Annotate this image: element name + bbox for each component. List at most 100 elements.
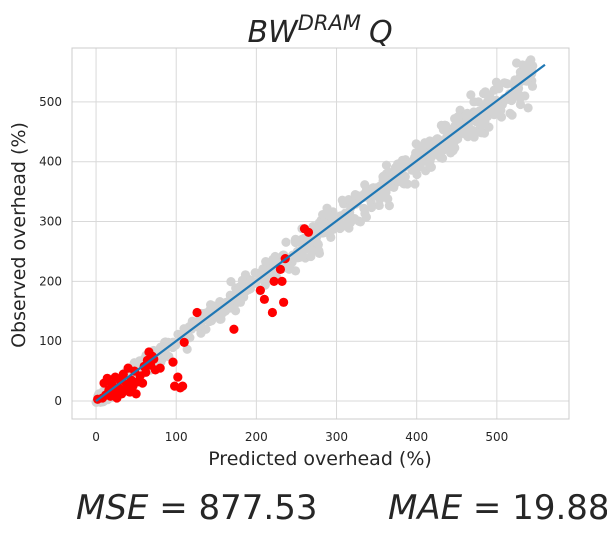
- test-point: [229, 324, 239, 334]
- train-point: [337, 195, 347, 205]
- train-point: [381, 160, 392, 170]
- train-point: [281, 237, 291, 247]
- train-point: [515, 93, 525, 104]
- fit-line: [95, 63, 546, 402]
- train-point: [491, 77, 502, 87]
- test-point: [303, 227, 314, 237]
- test-point: [155, 363, 165, 373]
- train-point: [424, 158, 434, 168]
- train-point: [378, 172, 388, 182]
- train-point: [194, 316, 204, 326]
- train-point: [412, 169, 422, 180]
- test-point: [255, 285, 265, 295]
- train-point: [527, 81, 538, 91]
- x-axis-label: Predicted overhead (%): [208, 448, 432, 470]
- train-point: [421, 138, 431, 149]
- train-point: [411, 148, 421, 158]
- title-superscript: DRAM: [298, 11, 361, 35]
- mse-metric: MSE = 877.53: [76, 488, 318, 528]
- test-point: [137, 378, 148, 388]
- train-point: [313, 239, 323, 249]
- y-tick-labels: 0 100 200 300 400 500: [39, 95, 62, 408]
- chart-title: BWDRAM Q: [247, 11, 392, 50]
- y-tick-label: 100: [39, 334, 62, 348]
- mae-value: 19.88: [512, 488, 607, 528]
- train-point: [482, 98, 492, 108]
- test-point: [173, 372, 183, 382]
- x-tick-label: 0: [92, 430, 100, 444]
- mae-metric: MAE = 19.88: [388, 488, 607, 528]
- train-point: [438, 145, 448, 156]
- train-point: [326, 232, 336, 242]
- test-point: [267, 307, 278, 318]
- train-point: [360, 180, 370, 190]
- x-tick-label: 300: [325, 430, 348, 444]
- train-point: [462, 108, 472, 118]
- x-tick-label: 400: [405, 430, 428, 444]
- train-point: [293, 253, 303, 263]
- train-point: [216, 314, 226, 324]
- train-point: [466, 90, 476, 100]
- test-point: [178, 381, 188, 391]
- test-point: [179, 337, 189, 348]
- train-point: [187, 316, 197, 326]
- mse-value: 877.53: [198, 488, 318, 528]
- train-point: [464, 128, 474, 138]
- train-point: [359, 203, 369, 213]
- mse-label: MSE: [76, 488, 149, 528]
- train-point: [410, 179, 420, 189]
- train-point: [201, 324, 211, 334]
- x-tick-labels: 0 100 200 300 400 500: [92, 430, 508, 444]
- y-tick-label: 200: [39, 274, 62, 288]
- train-point: [476, 128, 486, 138]
- title-tail: Q: [369, 15, 393, 50]
- train-point: [485, 90, 495, 101]
- train-point: [499, 78, 510, 88]
- train-point: [343, 216, 354, 226]
- train-point: [261, 257, 271, 267]
- test-point: [277, 276, 287, 286]
- test-point: [168, 357, 178, 367]
- train-point: [496, 112, 507, 122]
- test-point: [259, 294, 269, 304]
- y-tick-label: 500: [39, 95, 62, 109]
- train-point: [226, 277, 236, 287]
- test-point: [192, 307, 202, 318]
- x-tick-label: 500: [485, 430, 508, 444]
- y-tick-label: 300: [39, 215, 62, 229]
- train-point: [350, 199, 361, 209]
- train-point: [270, 253, 280, 263]
- train-point: [337, 221, 347, 232]
- title-base: BW: [247, 15, 299, 50]
- train-point: [480, 116, 490, 127]
- train-point: [237, 275, 248, 285]
- train-point: [318, 210, 328, 220]
- test-point: [141, 367, 151, 377]
- test-point: [131, 389, 141, 399]
- y-tick-label: 0: [54, 394, 62, 408]
- train-point: [366, 202, 377, 213]
- x-tick-label: 200: [245, 430, 268, 444]
- test-point: [279, 297, 289, 307]
- train-point: [230, 306, 241, 316]
- train-point: [448, 143, 458, 153]
- y-axis-label: Observed overhead (%): [8, 122, 30, 348]
- train-point: [179, 324, 189, 334]
- train-point: [290, 235, 300, 245]
- train-point: [510, 75, 520, 85]
- train-point: [402, 179, 413, 189]
- train-point: [306, 251, 316, 262]
- train-point: [505, 108, 515, 118]
- test-point: [275, 264, 286, 275]
- train-point: [415, 156, 425, 166]
- train-point: [436, 120, 446, 130]
- mae-label: MAE: [388, 488, 463, 528]
- x-tick-label: 100: [165, 430, 188, 444]
- test-point: [269, 276, 279, 286]
- train-point: [325, 223, 335, 233]
- plot-frame: [71, 47, 570, 420]
- train-point: [523, 103, 533, 113]
- train-point: [383, 194, 393, 204]
